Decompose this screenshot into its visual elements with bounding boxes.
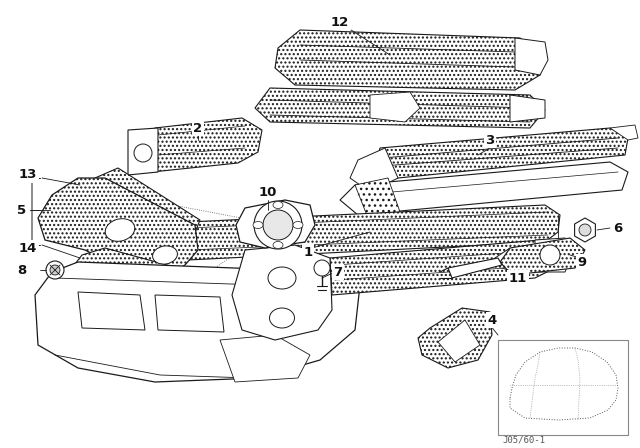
Text: 3: 3 [485,134,495,146]
Text: 7: 7 [333,266,342,279]
Polygon shape [350,148,398,192]
Circle shape [134,144,152,162]
Text: 6: 6 [613,221,623,234]
Circle shape [540,245,560,265]
Polygon shape [72,248,188,308]
Ellipse shape [269,308,294,328]
Text: 5: 5 [17,203,27,216]
Polygon shape [340,162,628,215]
Polygon shape [255,88,545,128]
Circle shape [314,260,330,276]
Polygon shape [135,118,262,172]
Polygon shape [88,168,200,252]
Ellipse shape [273,202,283,208]
Circle shape [579,224,591,236]
Text: 2: 2 [193,121,203,134]
Ellipse shape [293,221,303,228]
Polygon shape [480,248,510,268]
Polygon shape [38,178,198,278]
Polygon shape [515,38,548,75]
Text: 12: 12 [331,16,349,29]
Polygon shape [500,238,585,275]
Ellipse shape [268,267,296,289]
Text: 11: 11 [509,271,527,284]
Ellipse shape [273,241,283,249]
Text: 10: 10 [259,185,277,198]
Polygon shape [418,308,492,368]
FancyBboxPatch shape [498,340,628,435]
Polygon shape [236,200,315,248]
Polygon shape [330,240,558,295]
Ellipse shape [152,246,177,264]
Polygon shape [155,295,224,332]
Polygon shape [78,292,145,330]
Text: J05/60-1: J05/60-1 [502,435,545,444]
Polygon shape [220,335,310,382]
Text: 13: 13 [19,168,37,181]
Polygon shape [172,205,560,260]
Text: 4: 4 [488,314,497,327]
Polygon shape [375,128,628,178]
Text: 9: 9 [577,255,587,268]
Polygon shape [275,30,545,90]
Circle shape [50,265,60,275]
Circle shape [46,261,64,279]
Text: 8: 8 [17,263,27,276]
Polygon shape [35,262,360,382]
Circle shape [263,210,293,240]
Polygon shape [438,320,480,362]
Polygon shape [510,95,545,122]
Polygon shape [535,238,572,272]
Polygon shape [370,92,420,122]
Ellipse shape [253,221,263,228]
Polygon shape [448,258,502,278]
Polygon shape [232,245,332,340]
Circle shape [254,201,302,249]
Polygon shape [355,178,400,218]
Text: 1: 1 [303,246,312,258]
Text: 14: 14 [19,241,37,254]
Ellipse shape [105,219,135,241]
Polygon shape [610,125,638,140]
Polygon shape [128,128,158,175]
